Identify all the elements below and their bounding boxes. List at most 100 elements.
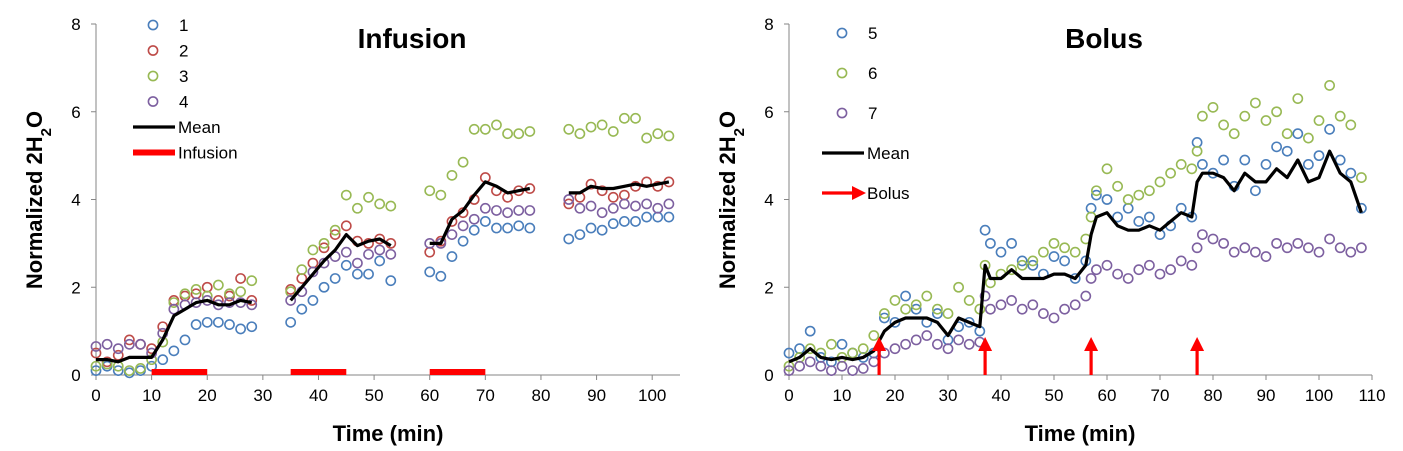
data-point (1345, 167, 1357, 179)
data-point (1048, 312, 1060, 324)
data-point (1112, 268, 1123, 280)
data-point (596, 185, 608, 197)
data-point (1048, 251, 1060, 262)
data-point (847, 347, 858, 359)
data-point (1191, 145, 1203, 157)
x-tick-label: 60 (1098, 386, 1117, 405)
y-tick-label: 6 (71, 103, 80, 122)
data-point (630, 112, 641, 124)
x-tick-label: 20 (886, 386, 905, 405)
data-point (385, 200, 397, 212)
data-point (1165, 167, 1176, 179)
data-point (1069, 246, 1081, 258)
legend-marker (836, 27, 848, 39)
data-point (468, 224, 480, 236)
bolus-arrow-head (1084, 337, 1099, 351)
data-point (618, 189, 630, 201)
data-point (879, 308, 890, 319)
legend-label: 1 (179, 16, 188, 35)
chart-title: Infusion (358, 23, 467, 54)
data-point (1303, 158, 1314, 170)
mean-line (568, 180, 670, 195)
data-point (235, 286, 247, 298)
legend-label: Mean (867, 144, 910, 163)
data-point (307, 295, 319, 306)
data-point (491, 119, 502, 131)
data-point (1239, 154, 1251, 166)
data-point (190, 284, 202, 295)
data-point (235, 323, 247, 335)
x-tick-label: 70 (1151, 386, 1170, 405)
data-point (921, 330, 933, 341)
legend-entry: Infusion (133, 144, 238, 163)
data-point (524, 222, 536, 234)
bolus-arrow (1084, 337, 1099, 375)
x-tick-label: 100 (638, 386, 666, 405)
x-tick-label: 110 (1358, 386, 1385, 405)
data-point (1069, 299, 1081, 311)
mean-line (96, 298, 253, 364)
x-tick-label: 40 (992, 386, 1011, 405)
data-point (889, 295, 901, 306)
data-point (201, 316, 213, 328)
data-point (995, 246, 1007, 258)
data-point (1059, 255, 1070, 267)
data-point (90, 365, 102, 377)
data-point (179, 288, 191, 300)
data-point (1133, 264, 1145, 276)
data-point (889, 343, 901, 355)
legend-entry: 4 (147, 93, 188, 112)
data-point (652, 128, 664, 140)
data-point (340, 220, 352, 232)
x-tick-label: 80 (1204, 386, 1223, 405)
data-point (596, 224, 608, 236)
y-tick-label: 0 (764, 366, 773, 385)
legend-marker (836, 67, 848, 79)
data-point (1334, 110, 1346, 122)
data-point (596, 119, 608, 131)
data-point (804, 343, 816, 355)
legend-entry: 3 (147, 67, 188, 86)
data-point (352, 268, 363, 280)
data-point (1059, 242, 1070, 254)
data-point (90, 360, 102, 372)
data-point (574, 202, 586, 214)
data-point (1207, 233, 1219, 245)
legend-entry: 1 (147, 16, 188, 35)
bolus-arrow-head (872, 337, 887, 351)
data-point (112, 343, 124, 355)
data-point (352, 202, 363, 214)
data-point (101, 338, 113, 350)
legend-marker (836, 107, 848, 119)
data-point (618, 216, 630, 227)
data-point (1186, 163, 1198, 175)
data-point (212, 279, 224, 291)
data-point (563, 123, 575, 135)
data-point (502, 128, 513, 140)
bolus-arrow-head (978, 337, 993, 351)
mean-line (289, 233, 392, 302)
data-point (942, 308, 954, 319)
data-point (1250, 185, 1261, 197)
y-tick-label: 2 (71, 278, 80, 297)
data-point (1218, 237, 1229, 249)
data-point (374, 244, 386, 256)
legend-label: 2 (179, 42, 188, 61)
data-point (1006, 295, 1017, 306)
data-point (112, 365, 124, 377)
data-point (352, 257, 363, 269)
data-point (285, 295, 297, 306)
data-point (1250, 97, 1261, 109)
data-point (1027, 259, 1039, 271)
data-point (479, 202, 491, 214)
data-point (1133, 189, 1145, 201)
data-point (607, 202, 619, 214)
data-point (1144, 259, 1155, 271)
x-tick-label: 90 (587, 386, 606, 405)
x-tick-label: 60 (420, 386, 439, 405)
data-point (246, 321, 258, 333)
series-2 (90, 172, 675, 368)
data-point (910, 334, 922, 346)
legend-arrow-head (852, 186, 866, 200)
